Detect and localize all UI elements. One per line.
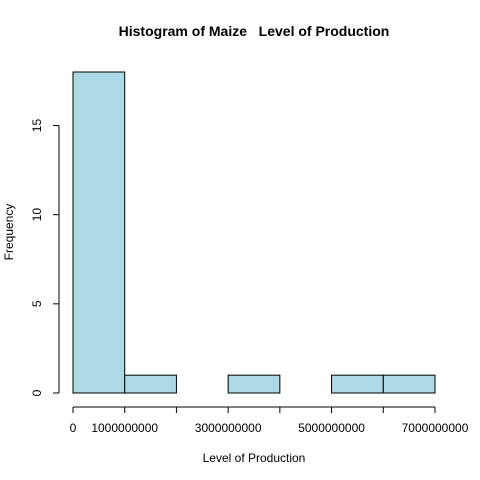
histogram-bar-6	[382, 374, 436, 394]
y-tick-label: 0	[30, 389, 44, 396]
histogram-bar-0	[72, 71, 126, 394]
y-tick-label: 10	[30, 208, 44, 222]
x-tick-label: 0	[70, 421, 77, 435]
x-tick-label: 3000000000	[195, 421, 262, 435]
bars-layer	[72, 71, 436, 394]
x-tick-label: 5000000000	[298, 421, 365, 435]
x-axis: 0 1000000000 3000000000 5000000000 700000000…	[70, 406, 469, 435]
x-tick-label: 7000000000	[402, 421, 469, 435]
y-axis-label: Frequency	[2, 204, 16, 261]
x-tick-label: 1000000000	[91, 421, 158, 435]
y-tick-label: 15	[30, 119, 44, 133]
histogram-bar-5	[331, 374, 384, 394]
histogram-bar-3	[227, 374, 281, 394]
y-axis: 0 5 10 15	[30, 119, 60, 396]
x-axis-label: Level of Production	[203, 451, 306, 465]
y-tick-label: 5	[30, 300, 44, 307]
histogram-bar-1	[124, 374, 177, 394]
chart-title: Histogram of Maize Level of Production	[119, 23, 390, 39]
